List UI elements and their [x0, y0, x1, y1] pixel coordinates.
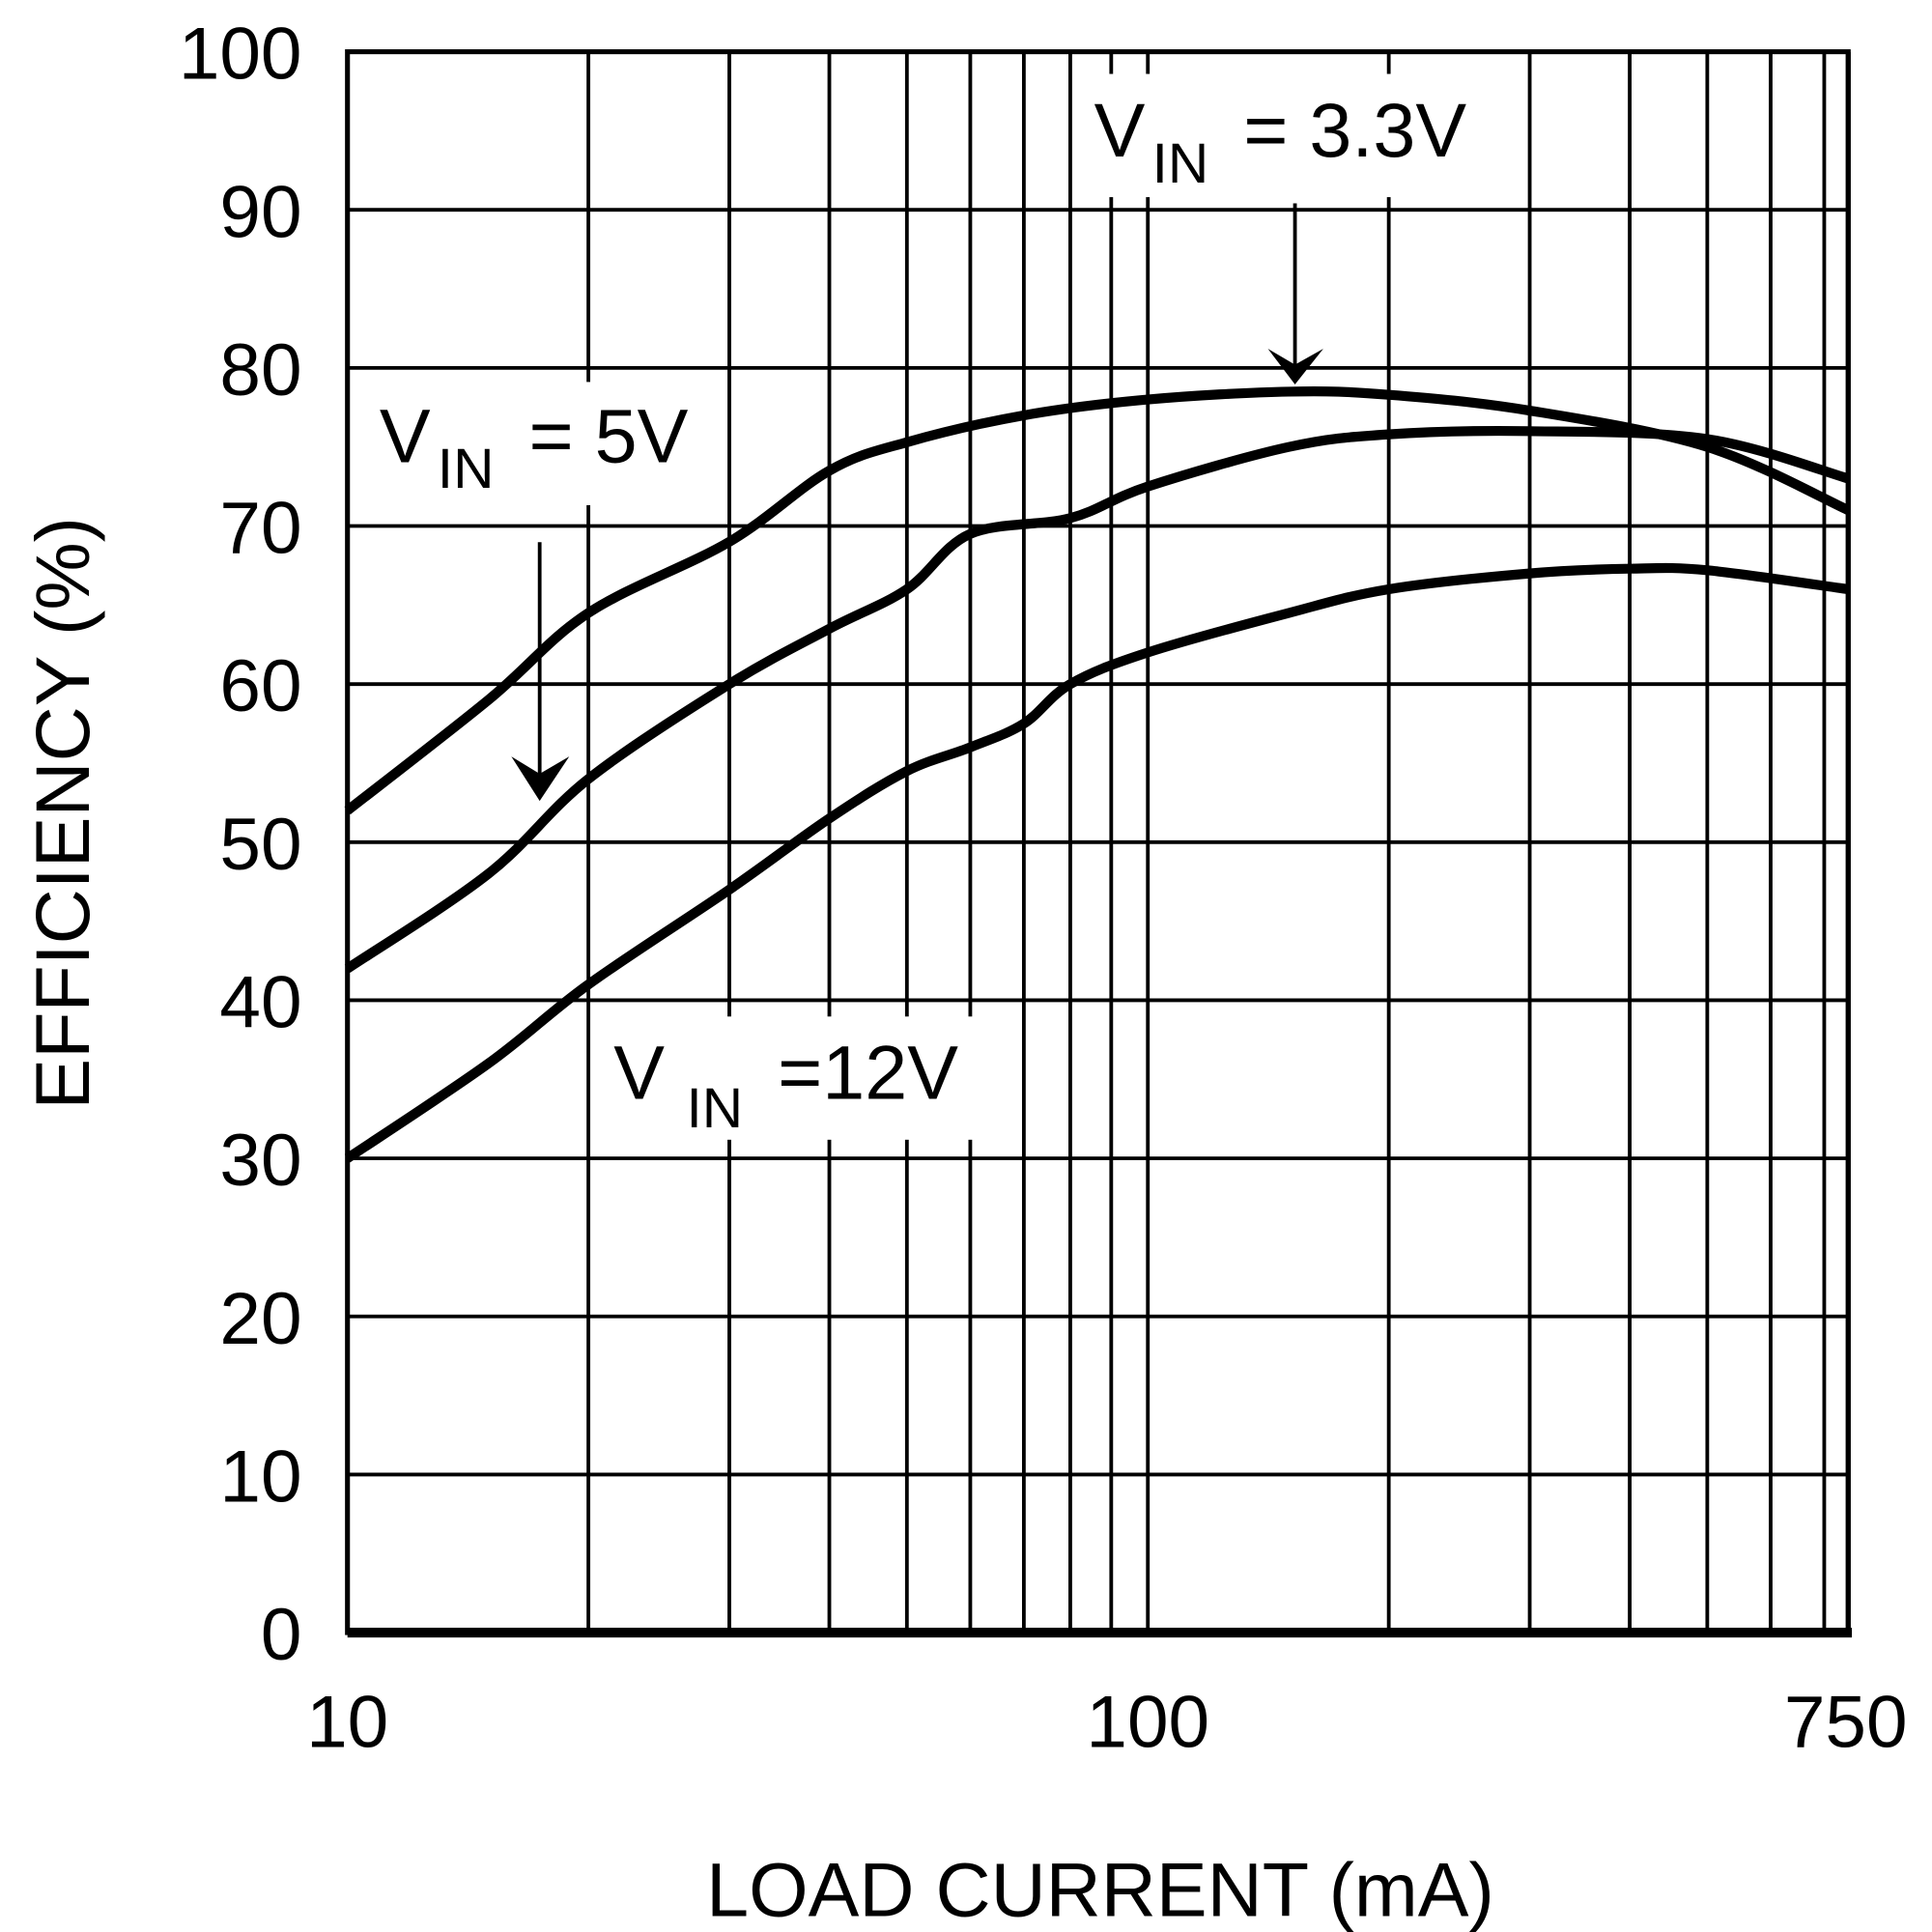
y-tick-label: 0 — [261, 1594, 302, 1676]
x-tick-label: 750 — [1784, 1682, 1908, 1764]
y-tick-label: 30 — [219, 1120, 301, 1202]
series-line-2 — [344, 562, 1849, 1163]
x-axis-label: LOAD CURRENT (mA) — [706, 1846, 1494, 1932]
annotation-5v-main: V — [380, 392, 431, 478]
annotation-5v-rest: = 5V — [508, 392, 689, 478]
curves — [344, 386, 1851, 1163]
annotation-3v3-rest: = 3.3V — [1222, 87, 1466, 173]
annotation-12v-main: V — [613, 1030, 665, 1116]
annotation-12v-rest: =12V — [756, 1030, 958, 1116]
y-tick-label: 10 — [219, 1435, 301, 1518]
y-tick-label: 60 — [219, 645, 301, 727]
annotation-5v: V IN = 5V — [369, 382, 727, 802]
series-line-0 — [344, 386, 1851, 815]
x-tick-label: 10 — [306, 1682, 388, 1764]
y-tick-label: 70 — [219, 488, 301, 570]
arrow-3v3-head — [1267, 348, 1323, 384]
x-tick-label: 100 — [1086, 1682, 1209, 1764]
arrow-5v-head — [511, 756, 570, 802]
y-tick-label: 100 — [179, 14, 302, 96]
grid — [345, 49, 1853, 1638]
annotation-3v3: V IN = 3.3V — [1084, 73, 1510, 384]
series-line-1 — [344, 425, 1850, 973]
y-tick-label: 80 — [219, 329, 301, 412]
y-tick-label: 50 — [219, 804, 301, 886]
y-tick-label: 90 — [219, 171, 301, 253]
annotation-12v-sub: IN — [686, 1077, 743, 1140]
y-tick-label: 40 — [219, 962, 301, 1044]
y-tick-label: 20 — [219, 1278, 301, 1360]
annotation-5v-sub: IN — [438, 438, 495, 500]
y-axis-label: EFFICIENCY (%) — [19, 517, 105, 1110]
annotation-3v3-sub: IN — [1152, 132, 1209, 195]
annotation-3v3-main: V — [1094, 87, 1146, 173]
annotation-12v: V IN =12V — [604, 1016, 1005, 1140]
